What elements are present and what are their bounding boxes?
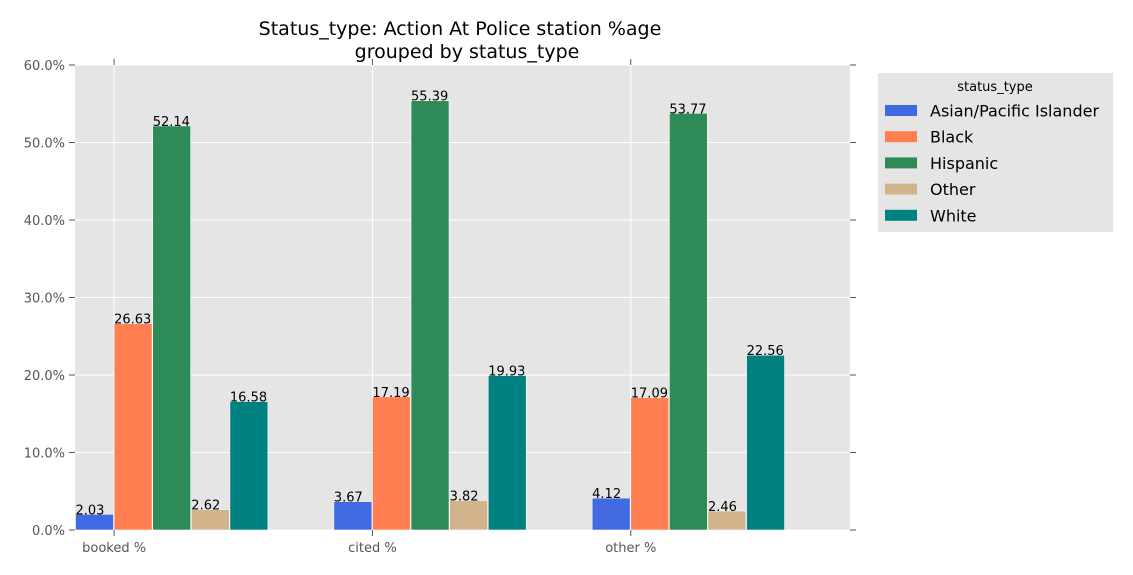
y-tick-label: 40.0% — [24, 214, 65, 229]
legend-box — [878, 73, 1113, 232]
legend-swatch — [885, 131, 917, 143]
bar — [152, 125, 191, 531]
bar — [630, 397, 670, 531]
bar — [707, 510, 747, 531]
x-tick-label: other % — [605, 541, 656, 556]
data-label: 2.46 — [708, 500, 737, 515]
bar — [191, 509, 230, 531]
legend-swatch — [885, 157, 917, 169]
y-tick-label: 50.0% — [24, 137, 65, 152]
x-tick-label: cited % — [348, 541, 397, 556]
legend-label: Hispanic — [930, 154, 998, 173]
bar — [591, 497, 631, 531]
bar — [410, 100, 450, 531]
data-label: 19.93 — [488, 365, 525, 380]
data-label: 55.39 — [411, 90, 448, 105]
legend-label: Black — [930, 128, 974, 147]
x-tick-label: booked % — [82, 541, 146, 556]
legend-title: status_type — [957, 80, 1033, 95]
data-label: 2.03 — [76, 503, 105, 518]
y-tick-label: 30.0% — [24, 292, 65, 307]
bar — [75, 513, 114, 531]
data-label: 16.58 — [230, 391, 267, 406]
y-tick-label: 20.0% — [24, 369, 65, 384]
bar — [746, 354, 785, 531]
legend-swatch — [885, 105, 917, 116]
y-tick-label: 0.0% — [32, 524, 65, 539]
data-label: 17.09 — [631, 387, 668, 402]
legend: status_type Asian/Pacific Islander Black H… — [878, 73, 1113, 232]
bar — [449, 500, 488, 531]
bar — [333, 501, 373, 531]
legend-label: Asian/Pacific Islander — [930, 102, 1099, 121]
bar — [113, 323, 153, 531]
data-labels: 2.03 26.63 52.14 2.62 16.58 3.67 17.19 55.39 3.8… — [76, 90, 784, 519]
legend-swatch — [885, 209, 917, 221]
data-label: 17.19 — [372, 386, 409, 401]
data-label: 52.14 — [153, 115, 190, 130]
y-axis: 0.0% 10.0% 20.0% 30.0% 40.0% 50.0% 60.0% — [24, 59, 856, 539]
y-tick-label: 10.0% — [24, 447, 65, 462]
data-label: 26.63 — [114, 313, 151, 328]
chart-title-line-2: grouped by status_type — [355, 41, 580, 63]
data-label: 22.56 — [747, 344, 784, 359]
legend-swatch — [885, 183, 917, 195]
data-label: 2.62 — [191, 499, 220, 514]
data-label: 3.67 — [334, 491, 363, 506]
bar — [669, 112, 708, 531]
x-axis: booked % cited % other % — [82, 59, 656, 556]
legend-items: Asian/Pacific Islander Black Hispanic Other… — [885, 102, 1099, 225]
data-label: 4.12 — [592, 487, 621, 502]
bar — [372, 396, 411, 531]
bar — [229, 401, 269, 531]
legend-label: White — [930, 206, 977, 225]
bar — [487, 375, 527, 531]
y-tick-label: 60.0% — [24, 59, 65, 74]
bars — [75, 100, 785, 531]
data-label: 3.82 — [450, 489, 479, 504]
chart-title-line-1: Status_type: Action At Police station %a… — [259, 18, 662, 40]
legend-label: Other — [930, 180, 976, 199]
data-label: 53.77 — [669, 102, 706, 117]
